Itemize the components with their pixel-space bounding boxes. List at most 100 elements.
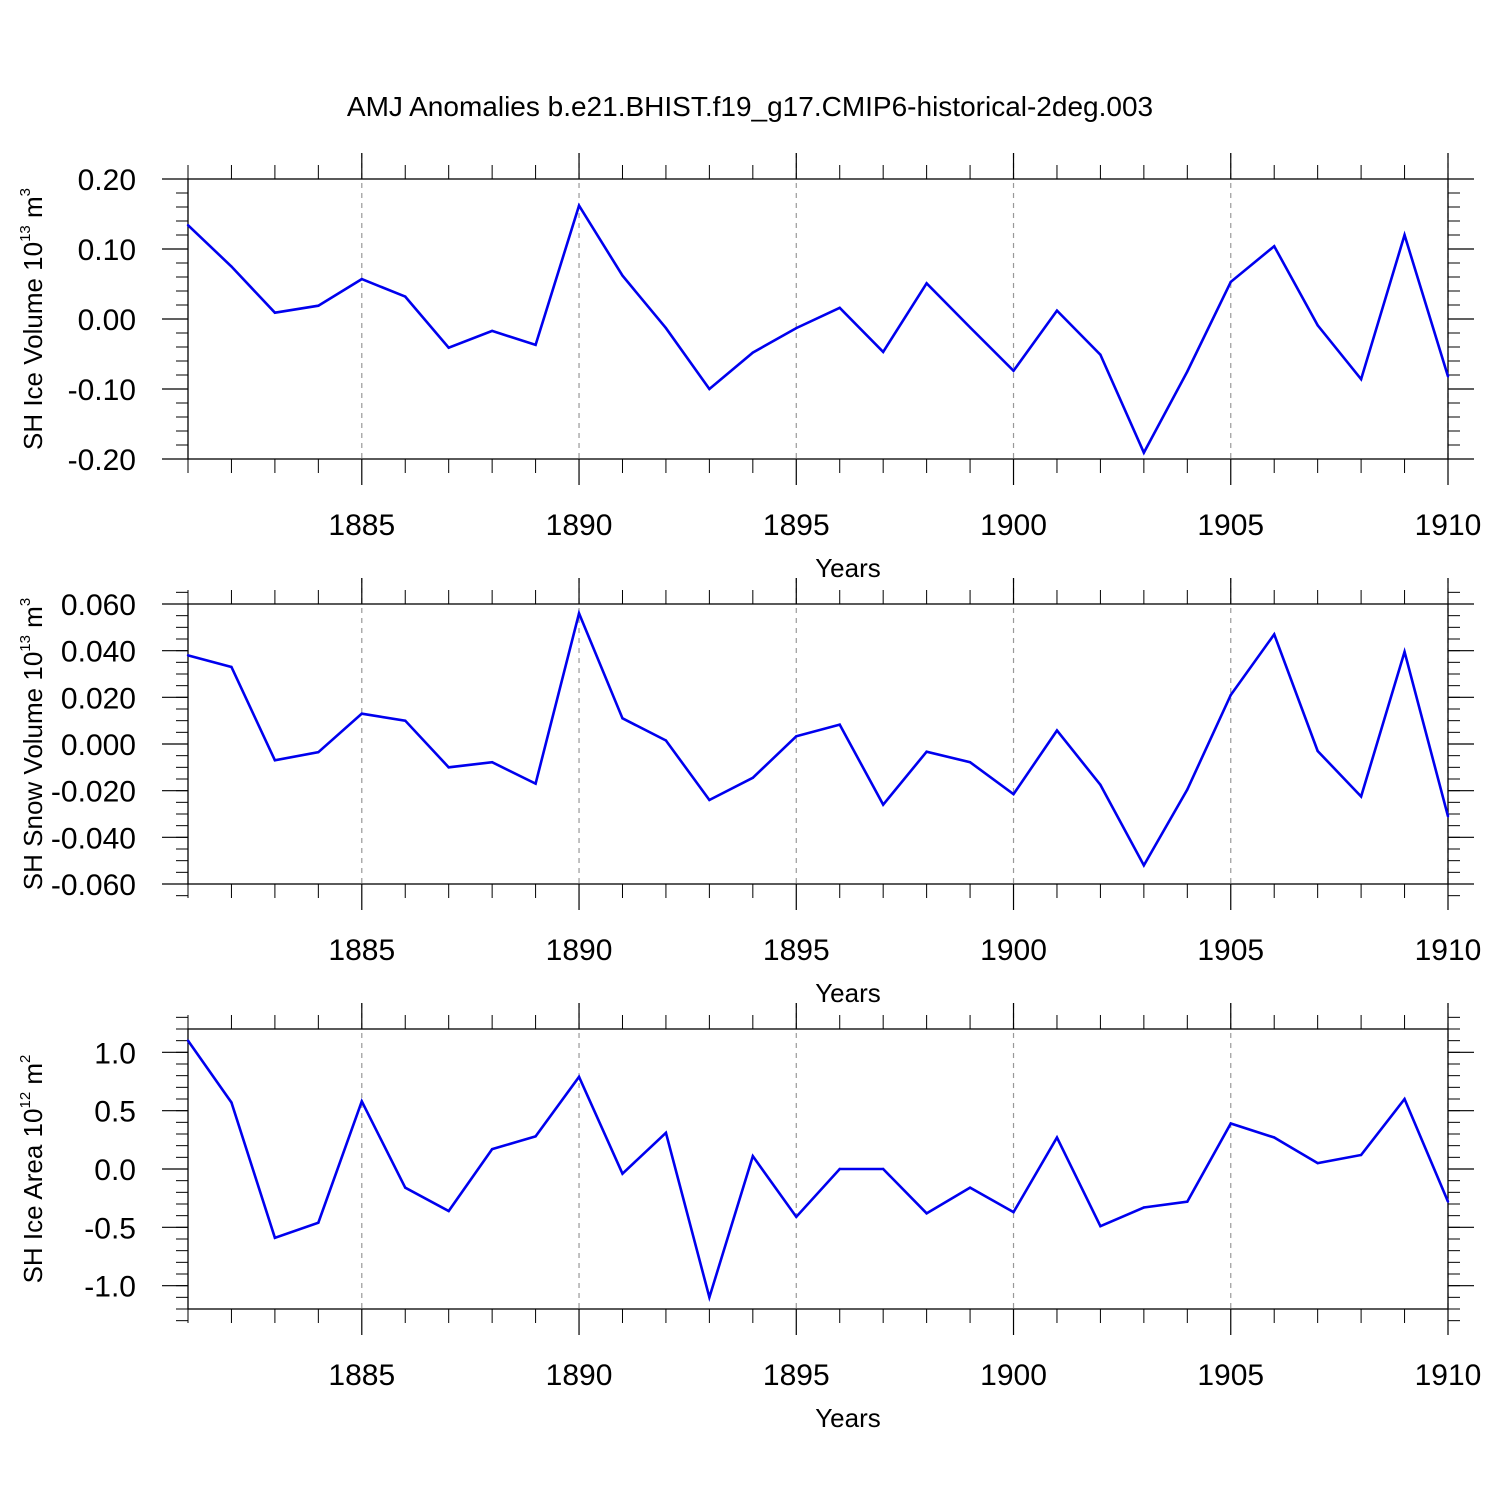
data-point — [577, 204, 581, 207]
x-tick-label: 1900 — [980, 1359, 1047, 1392]
data-point — [795, 1215, 798, 1219]
data-point — [708, 798, 711, 802]
y-axis-label-exponent: 13 — [17, 635, 34, 652]
data-point — [1186, 370, 1189, 373]
data-point — [360, 1100, 363, 1103]
y-tick-label: 0.00 — [78, 304, 136, 337]
data-point — [273, 1236, 277, 1240]
data-point — [1186, 788, 1189, 791]
data-point — [1403, 650, 1406, 654]
data-point — [1403, 233, 1406, 237]
data-point — [881, 1167, 885, 1171]
data-point — [1055, 309, 1059, 312]
data-point — [751, 776, 755, 780]
y-tick-label: -0.040 — [51, 822, 136, 855]
data-point — [447, 766, 450, 769]
x-tick-label: 1910 — [1415, 934, 1482, 967]
data-point — [925, 282, 928, 285]
data-point — [534, 782, 537, 785]
y-tick-label: 0.060 — [61, 589, 136, 622]
data-point — [1359, 795, 1363, 798]
y-axis-label-exponent: 3 — [17, 188, 34, 196]
y-axis-label-text: m — [18, 196, 48, 225]
y-tick-label: 0.20 — [78, 164, 136, 197]
panel-1: 0.20 0.10 0.00 -0.10 -0.20 1885 1890 1895 1900 19… — [17, 153, 1481, 583]
data-point — [186, 224, 190, 227]
data-point — [1142, 1206, 1146, 1209]
data-point — [968, 1186, 972, 1189]
y-axis-label-exponent: 3 — [17, 598, 34, 606]
data-point — [230, 1101, 233, 1104]
data-point — [621, 1172, 624, 1175]
data-point — [1403, 1097, 1406, 1101]
data-point — [230, 265, 233, 268]
data-point — [1229, 693, 1232, 697]
data-point — [1142, 864, 1146, 867]
y-tick-label: -0.5 — [84, 1212, 136, 1245]
data-point — [1186, 1200, 1189, 1203]
data-point — [490, 761, 494, 764]
data-point — [881, 350, 885, 354]
data-point — [751, 1154, 755, 1158]
data-point — [1273, 245, 1276, 248]
data-point — [621, 717, 624, 720]
data-point — [360, 712, 363, 715]
x-tick-label: 1900 — [980, 509, 1047, 542]
data-point — [795, 735, 798, 738]
y-tick-label: 1.0 — [94, 1037, 136, 1070]
data-point — [534, 1135, 537, 1138]
data-point — [273, 311, 277, 314]
series-line — [186, 1039, 1450, 1303]
data-point — [186, 654, 190, 657]
x-tick-label: 1895 — [763, 509, 830, 542]
data-point — [577, 612, 581, 615]
data-point — [838, 1167, 841, 1171]
y-axis-label-text: SH Ice Area 10 — [18, 1109, 48, 1284]
data-point — [447, 346, 450, 349]
data-point — [230, 665, 233, 669]
y-axis-label-text: SH Ice Volume 10 — [18, 242, 48, 450]
x-tick-label: 1905 — [1197, 934, 1264, 967]
data-point — [1142, 451, 1146, 454]
data-point — [1099, 1224, 1102, 1228]
y-tick-label: -0.10 — [68, 374, 136, 407]
data-point — [708, 387, 711, 391]
y-tick-label: 0.10 — [78, 234, 136, 267]
data-point — [1273, 633, 1276, 636]
data-point — [1316, 324, 1319, 327]
data-point — [1055, 1136, 1059, 1139]
x-tick-label: 1890 — [546, 1359, 613, 1392]
data-point — [447, 1209, 450, 1213]
data-point — [1359, 1153, 1363, 1157]
y-tick-label: -0.020 — [51, 776, 136, 809]
data-point — [360, 277, 363, 281]
data-point — [621, 274, 624, 277]
y-axis-label-text: m — [18, 606, 48, 635]
plot-frame — [187, 603, 1449, 885]
y-tick-label: -0.060 — [51, 869, 136, 902]
data-point — [1012, 1210, 1015, 1214]
y-tick-label: 0.040 — [61, 636, 136, 669]
data-point — [404, 1186, 407, 1189]
data-point — [490, 329, 494, 333]
y-tick-label: -1.0 — [84, 1271, 136, 1304]
data-point — [1316, 749, 1319, 753]
data-point — [404, 719, 407, 722]
y-axis-label-exponent: 2 — [17, 1055, 34, 1063]
x-tick-label: 1890 — [546, 934, 613, 967]
data-point — [708, 1296, 711, 1299]
data-point — [1099, 783, 1102, 787]
data-point — [1229, 1122, 1232, 1125]
data-point — [838, 723, 841, 726]
data-point — [881, 803, 885, 806]
y-axis-label-exponent: 12 — [17, 1092, 34, 1109]
x-tick-label: 1885 — [328, 934, 395, 967]
data-point — [273, 759, 277, 762]
chart-title: AMJ Anomalies b.e21.BHIST.f19_g17.CMIP6-… — [347, 91, 1153, 122]
y-tick-label: 0.020 — [61, 682, 136, 715]
x-tick-label: 1885 — [328, 1359, 395, 1392]
data-point — [534, 343, 537, 347]
x-axis-label: Years — [815, 1403, 881, 1433]
x-tick-label: 1890 — [546, 509, 613, 542]
